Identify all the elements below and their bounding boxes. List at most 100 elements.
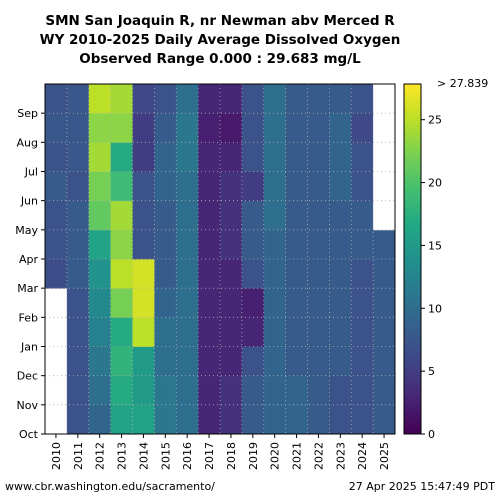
heatmap-cell (329, 404, 352, 435)
heatmap-cell (110, 288, 133, 318)
heatmap-cell (241, 200, 265, 231)
heatmap-cell (154, 375, 177, 406)
heatmap-cell (198, 142, 221, 172)
colorbar-tick-label: 25 (428, 114, 442, 127)
y-tick-label: Sep (17, 107, 38, 120)
heatmap-cell (198, 346, 221, 377)
heatmap-cell (110, 346, 133, 377)
y-tick-label: Feb (19, 311, 38, 324)
heatmap-cell (66, 200, 90, 231)
heatmap-cell (329, 229, 352, 260)
heatmap-cell (307, 113, 330, 143)
heatmap-cell (241, 229, 265, 260)
y-tick-label: Dec (17, 370, 38, 383)
x-tick-label: 2013 (116, 442, 129, 470)
heatmap-cell (132, 113, 155, 143)
heatmap-cell (154, 229, 177, 260)
chart-title: SMN San Joaquin R, nr Newman abv Merced … (40, 13, 401, 67)
heatmap-cell (45, 288, 68, 318)
heatmap-cell (307, 317, 330, 347)
heatmap-cell (351, 113, 374, 143)
colorbar: > 27.839 (403, 77, 488, 435)
heatmap-cell (198, 84, 221, 114)
heatmap-cell (373, 142, 396, 172)
colorbar-tick-label: 20 (428, 177, 442, 190)
heatmap-cell (88, 84, 112, 114)
colorbar-tick-label: 5 (428, 365, 435, 378)
heatmap-cell (88, 259, 112, 289)
heatmap-cell (198, 200, 221, 231)
heatmap-cell (220, 200, 243, 231)
heatmap-cell (88, 229, 112, 260)
heatmap-cell (285, 375, 308, 406)
heatmap-cell (373, 404, 396, 435)
heatmap-cell (373, 84, 396, 114)
heatmap-cell (220, 259, 243, 289)
heatmap-cell (198, 171, 221, 202)
heatmap-cell (329, 288, 352, 318)
heatmap-cell (351, 259, 374, 289)
x-axis: 2010 2011 2012 2013 2014 2015 2016 2017 2018 2019… (50, 434, 391, 470)
title-line-2: WY 2010-2025 Daily Average Dissolved Oxy… (40, 32, 401, 48)
heatmap-cell (307, 229, 330, 260)
heatmap-cell (241, 317, 265, 347)
heatmap-cell (220, 288, 243, 318)
heatmap-cell (351, 142, 374, 172)
y-tick-label: Jun (20, 195, 38, 208)
heatmap-cell (263, 288, 287, 318)
heatmap-cell (66, 288, 90, 318)
heatmap-cell (329, 317, 352, 347)
heatmap-cell (351, 375, 374, 406)
heatmap-cell (88, 375, 112, 406)
heatmap-cell (263, 84, 287, 114)
x-tick-label: 2023 (334, 442, 347, 470)
heatmap-cell (45, 200, 68, 231)
heatmap-cell (132, 259, 155, 289)
footer-url[interactable]: www.cbr.washington.edu/sacramento/ (5, 480, 215, 493)
heatmap-cell (198, 229, 221, 260)
heatmap-cell (351, 229, 374, 260)
heatmap-cell (66, 346, 90, 377)
heatmap-cell (154, 200, 177, 231)
heatmap-cell (45, 171, 68, 202)
heatmap-cell (66, 317, 90, 347)
heatmap-cell (307, 259, 330, 289)
heatmap-cell (285, 142, 308, 172)
heatmap-cell (110, 84, 133, 114)
heatmap-cell (351, 317, 374, 347)
heatmap-cell (307, 375, 330, 406)
heatmap-cell (45, 84, 68, 114)
heatmap-cell (263, 404, 287, 435)
heatmap-cell (66, 404, 90, 435)
colorbar-tick-label: 0 (428, 428, 435, 441)
heatmap-cell (241, 404, 265, 435)
y-tick-label: Mar (17, 282, 38, 295)
heatmap-cell (132, 200, 155, 231)
heatmap-cell (373, 171, 396, 202)
x-tick-label: 2012 (94, 442, 107, 470)
heatmap-cell (241, 375, 265, 406)
heatmap-cell (329, 142, 352, 172)
heatmap-cell (220, 229, 243, 260)
heatmap-cell (351, 84, 374, 114)
y-tick-label: Nov (17, 399, 39, 412)
heatmap-cell (154, 113, 177, 143)
heatmap-cell (66, 229, 90, 260)
x-tick-label: 2020 (269, 442, 282, 470)
heatmap-cell (285, 288, 308, 318)
heatmap-cell (110, 229, 133, 260)
heatmap-cell (285, 113, 308, 143)
x-tick-label: 2025 (378, 442, 391, 470)
heatmap-cell (307, 404, 330, 435)
heatmap-cell (198, 375, 221, 406)
heatmap-cell (263, 113, 287, 143)
heatmap-cell (263, 142, 287, 172)
heatmap-cell (220, 142, 243, 172)
footer-timestamp: 27 Apr 2025 15:47:49 PDT (349, 480, 496, 493)
heatmap-cell (285, 84, 308, 114)
heatmap-cell (307, 288, 330, 318)
heatmap-cell (176, 404, 199, 435)
heatmap-cell (329, 346, 352, 377)
y-tick-label: Jan (20, 341, 38, 354)
heatmap-cell (241, 84, 265, 114)
